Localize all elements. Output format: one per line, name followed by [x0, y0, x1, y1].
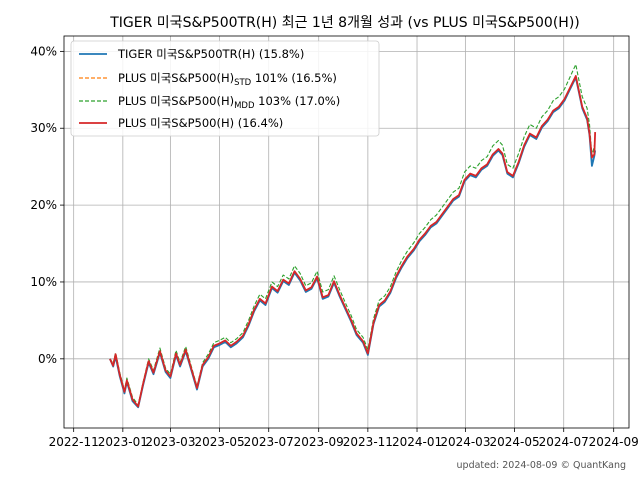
x-tick-label: 2024-03 [440, 435, 490, 449]
x-tick-label: 2024-09 [589, 435, 639, 449]
legend-label-plus-std-main: PLUS 미국S&P500(H) [118, 71, 234, 85]
x-tick-label: 2024-05 [489, 435, 539, 449]
legend-label-plus-h: PLUS 미국S&P500(H) (16.4%) [118, 116, 283, 130]
x-tick-label: 2023-11 [343, 435, 393, 449]
plot-frame [63, 35, 630, 429]
legend-label-tiger-tr: TIGER 미국S&P500TR(H) (15.8%) [117, 47, 304, 61]
legend-label-plus-std-sub: STD [234, 78, 252, 88]
legend-label-plus-mdd: PLUS 미국S&P500(H)MDD 103% (17.0%) [118, 94, 340, 111]
x-tick-label: 2023-05 [194, 435, 244, 449]
chart-title: TIGER 미국S&P500TR(H) 최근 1년 8개월 성과 (vs PLU… [109, 15, 580, 31]
series-lines [109, 63, 597, 409]
x-tick-label: 2023-03 [145, 435, 195, 449]
y-tick-label: 0% [38, 352, 57, 366]
x-tick-label: 2024-07 [539, 435, 589, 449]
legend-label-plus-std-tail: 101% (16.5%) [251, 71, 337, 85]
y-tick-label: 40% [30, 44, 57, 58]
legend-label-plus-mdd-main: PLUS 미국S&P500(H) [118, 94, 234, 108]
x-tick-label: 2024-01 [392, 435, 442, 449]
footer-updated-text: updated: 2024-08-09 © QuantKang [457, 460, 626, 471]
y-axis-ticks: 0% 10% 20% 30% 40% [30, 44, 64, 366]
y-tick-label: 30% [30, 121, 57, 135]
legend-label-plus-mdd-sub: MDD [234, 101, 255, 111]
series-line-plus-h [109, 75, 597, 408]
y-tick-label: 20% [30, 198, 57, 212]
legend-label-plus-std: PLUS 미국S&P500(H)STD 101% (16.5%) [118, 71, 337, 88]
x-tick-label: 2023-01 [98, 435, 148, 449]
x-tick-label: 2022-11 [49, 435, 99, 449]
x-tick-label: 2023-07 [244, 435, 294, 449]
legend: TIGER 미국S&P500TR(H) (15.8%) PLUS 미국S&P50… [70, 40, 380, 137]
legend-label-plus-mdd-tail: 103% (17.0%) [255, 94, 341, 108]
legend-box [70, 40, 380, 137]
y-tick-label: 10% [30, 275, 57, 289]
x-tick-label: 2023-09 [294, 435, 344, 449]
